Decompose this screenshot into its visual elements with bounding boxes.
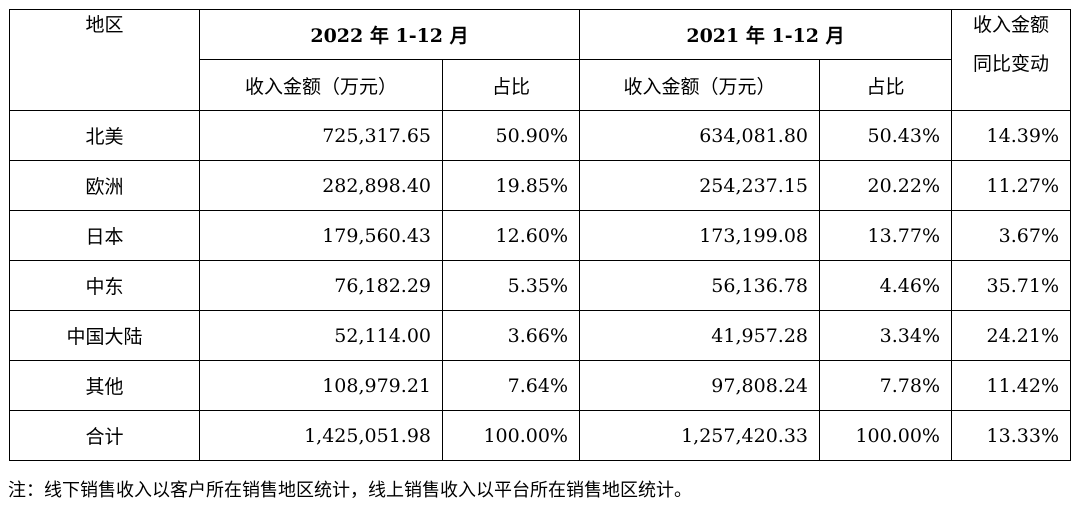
cell-revenue-2022: 76,182.29: [199, 260, 443, 311]
regional-revenue-table: 地区 2022 年 1-12 月 2021 年 1-12 月 收入金额 同比变动…: [9, 9, 1071, 461]
table-row-total: 合计 1,425,051.98 100.00% 1,257,420.33 100…: [9, 410, 1071, 461]
cell-share-2022: 50.90%: [442, 110, 580, 161]
cell-region: 日本: [9, 210, 200, 261]
cell-share-2022: 100.00%: [442, 410, 580, 461]
cell-region: 北美: [9, 110, 200, 161]
header-revenue-2022: 收入金额（万元）: [199, 59, 443, 111]
cell-yoy: 35.71%: [951, 260, 1071, 311]
cell-region: 合计: [9, 410, 200, 461]
cell-revenue-2021: 1,257,420.33: [579, 410, 820, 461]
table-row: 中国大陆 52,114.00 3.66% 41,957.28 3.34% 24.…: [9, 310, 1071, 361]
cell-revenue-2022: 725,317.65: [199, 110, 443, 161]
cell-share-2021: 20.22%: [819, 160, 952, 211]
cell-revenue-2021: 634,081.80: [579, 110, 820, 161]
header-period-2022: 2022 年 1-12 月: [199, 9, 580, 60]
cell-yoy: 11.27%: [951, 160, 1071, 211]
cell-revenue-2021: 173,199.08: [579, 210, 820, 261]
cell-yoy: 3.67%: [951, 210, 1071, 261]
cell-share-2021: 4.46%: [819, 260, 952, 311]
footnote: 注：线下销售收入以客户所在销售地区统计，线上销售收入以平台所在销售地区统计。: [8, 480, 692, 501]
cell-share-2021: 7.78%: [819, 360, 952, 411]
table-row: 日本 179,560.43 12.60% 173,199.08 13.77% 3…: [9, 210, 1071, 261]
table-row: 中东 76,182.29 5.35% 56,136.78 4.46% 35.71…: [9, 260, 1071, 311]
cell-revenue-2021: 56,136.78: [579, 260, 820, 311]
cell-yoy: 13.33%: [951, 410, 1071, 461]
header-yoy-line1: 收入金额: [972, 14, 1049, 36]
header-share-2021: 占比: [819, 59, 952, 111]
table-row: 欧洲 282,898.40 19.85% 254,237.15 20.22% 1…: [9, 160, 1071, 211]
cell-revenue-2021: 254,237.15: [579, 160, 820, 211]
cell-revenue-2021: 41,957.28: [579, 310, 820, 361]
cell-revenue-2022: 52,114.00: [199, 310, 443, 361]
cell-revenue-2022: 108,979.21: [199, 360, 443, 411]
cell-revenue-2022: 1,425,051.98: [199, 410, 443, 461]
cell-share-2021: 3.34%: [819, 310, 952, 361]
cell-share-2021: 13.77%: [819, 210, 952, 261]
cell-yoy: 24.21%: [951, 310, 1071, 361]
cell-region: 其他: [9, 360, 200, 411]
cell-revenue-2022: 282,898.40: [199, 160, 443, 211]
cell-yoy: 11.42%: [951, 360, 1071, 411]
cell-region: 欧洲: [9, 160, 200, 211]
header-yoy-line2: 同比变动: [972, 53, 1049, 75]
header-share-2022: 占比: [442, 59, 580, 111]
cell-share-2022: 5.35%: [442, 260, 580, 311]
header-row-1: 地区 2022 年 1-12 月 2021 年 1-12 月 收入金额 同比变动: [9, 9, 1071, 111]
header-period-2021: 2021 年 1-12 月: [579, 9, 952, 60]
cell-revenue-2022: 179,560.43: [199, 210, 443, 261]
header-yoy-change: 收入金额 同比变动: [951, 9, 1071, 111]
cell-share-2022: 3.66%: [442, 310, 580, 361]
cell-share-2021: 100.00%: [819, 410, 952, 461]
cell-share-2021: 50.43%: [819, 110, 952, 161]
table-row: 其他 108,979.21 7.64% 97,808.24 7.78% 11.4…: [9, 360, 1071, 411]
cell-share-2022: 12.60%: [442, 210, 580, 261]
cell-share-2022: 19.85%: [442, 160, 580, 211]
cell-region: 中东: [9, 260, 200, 311]
header-region: 地区: [9, 9, 200, 111]
table-row: 北美 725,317.65 50.90% 634,081.80 50.43% 1…: [9, 110, 1071, 161]
cell-revenue-2021: 97,808.24: [579, 360, 820, 411]
cell-share-2022: 7.64%: [442, 360, 580, 411]
header-row-2: 收入金额（万元） 占比 收入金额（万元） 占比: [10, 59, 1071, 111]
cell-region: 中国大陆: [9, 310, 200, 361]
cell-yoy: 14.39%: [951, 110, 1071, 161]
header-revenue-2021: 收入金额（万元）: [579, 59, 820, 111]
